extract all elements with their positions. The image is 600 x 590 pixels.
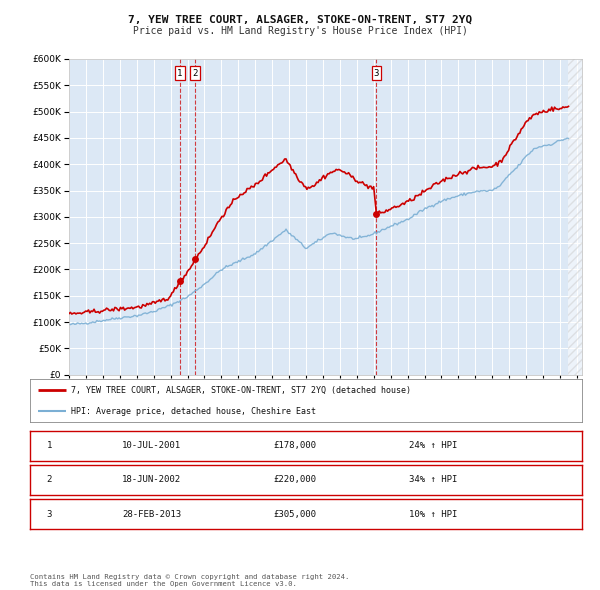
Text: 18-JUN-2002: 18-JUN-2002 xyxy=(122,476,181,484)
Text: 1: 1 xyxy=(177,68,182,78)
Text: £178,000: £178,000 xyxy=(274,441,316,450)
Text: 2: 2 xyxy=(47,476,52,484)
Text: 7, YEW TREE COURT, ALSAGER, STOKE-ON-TRENT, ST7 2YQ: 7, YEW TREE COURT, ALSAGER, STOKE-ON-TRE… xyxy=(128,15,472,25)
Text: £220,000: £220,000 xyxy=(274,476,316,484)
Text: 7, YEW TREE COURT, ALSAGER, STOKE-ON-TRENT, ST7 2YQ (detached house): 7, YEW TREE COURT, ALSAGER, STOKE-ON-TRE… xyxy=(71,385,412,395)
Text: 10-JUL-2001: 10-JUL-2001 xyxy=(122,441,181,450)
Text: 3: 3 xyxy=(47,510,52,519)
Text: 1: 1 xyxy=(47,441,52,450)
Text: 3: 3 xyxy=(374,68,379,78)
Text: £305,000: £305,000 xyxy=(274,510,316,519)
Text: Price paid vs. HM Land Registry's House Price Index (HPI): Price paid vs. HM Land Registry's House … xyxy=(133,26,467,36)
Text: Contains HM Land Registry data © Crown copyright and database right 2024.
This d: Contains HM Land Registry data © Crown c… xyxy=(30,574,349,587)
Text: 10% ↑ HPI: 10% ↑ HPI xyxy=(409,510,457,519)
Text: 28-FEB-2013: 28-FEB-2013 xyxy=(122,510,181,519)
Text: 34% ↑ HPI: 34% ↑ HPI xyxy=(409,476,457,484)
Text: 24% ↑ HPI: 24% ↑ HPI xyxy=(409,441,457,450)
Text: 2: 2 xyxy=(193,68,198,78)
Text: HPI: Average price, detached house, Cheshire East: HPI: Average price, detached house, Ches… xyxy=(71,407,316,416)
